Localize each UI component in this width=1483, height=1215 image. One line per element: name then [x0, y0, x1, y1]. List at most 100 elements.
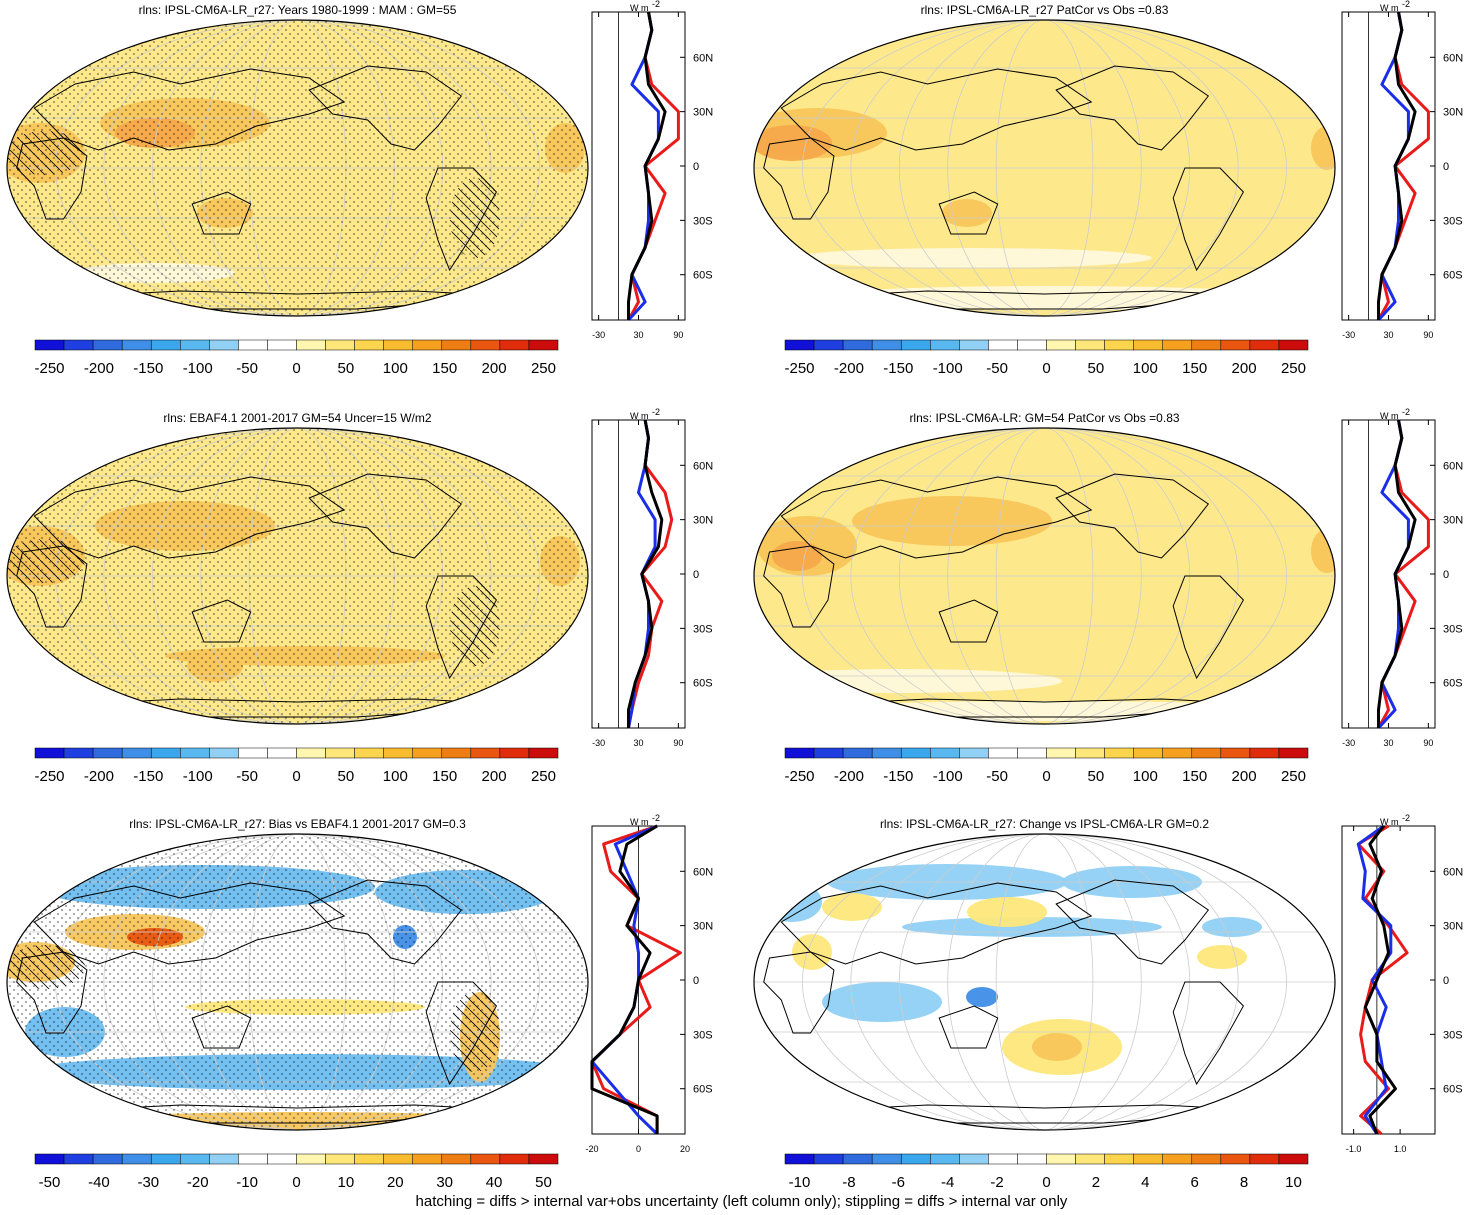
coastline [191, 599, 252, 643]
colorbar-label: -10 [236, 1174, 258, 1191]
colorbar-swatch [1104, 1153, 1134, 1165]
coastline [1172, 167, 1245, 272]
hatching [7, 539, 85, 583]
zonal-x-label: 20 [680, 1144, 690, 1154]
colorbar-label: 50 [535, 1174, 552, 1191]
colorbar-label: -30 [137, 1174, 159, 1191]
colorbar-label: 0 [1042, 1174, 1050, 1191]
zonal-line-model [1363, 825, 1397, 1135]
field-region [967, 897, 1047, 927]
colorbar-swatch [1017, 339, 1047, 351]
colorbar-label: 150 [432, 768, 457, 785]
zonal-frame [1341, 419, 1436, 729]
world-map [6, 833, 589, 1131]
colorbar-label: 200 [1232, 768, 1257, 785]
lat-label: 30N [693, 107, 713, 119]
lat-label: 0 [693, 161, 699, 173]
colorbar-swatch [209, 339, 239, 351]
lat-label: 0 [693, 569, 699, 581]
colorbar-swatch [930, 747, 960, 759]
map-border [753, 19, 1336, 317]
panel-title: rlns: IPSL-CM6A-LR_r27: Change vs IPSL-C… [880, 817, 1209, 831]
colorbar-swatch [354, 1153, 384, 1165]
colorbar-swatch [1191, 1153, 1222, 1165]
colorbar-label: -100 [183, 360, 213, 377]
colorbar-swatch [150, 339, 181, 351]
lat-label: 60N [1443, 866, 1463, 878]
coastline [308, 65, 463, 151]
zonal-unit: W m [630, 3, 649, 13]
colorbar-label: -50 [39, 1174, 61, 1191]
zonal-line-obs [627, 11, 680, 321]
lat-label: 0 [1443, 975, 1449, 987]
colorbar-swatch [267, 747, 297, 759]
colorbar-swatch [1191, 339, 1222, 351]
coastline [425, 167, 498, 272]
field-region [754, 669, 1062, 693]
coastline [1172, 575, 1245, 680]
colorbar-swatch [1162, 1153, 1193, 1165]
colorbar-swatch [1017, 747, 1047, 759]
world-map [6, 427, 589, 725]
lat-label: 30S [1443, 623, 1463, 635]
field-region [942, 199, 992, 227]
coastline [763, 137, 835, 220]
coastline [308, 879, 463, 965]
colorbar-swatch [121, 339, 152, 351]
colorbar-swatch [813, 339, 844, 351]
stippling [7, 834, 588, 1130]
colorbar-swatch [412, 747, 443, 759]
panel-title: rlns: EBAF4.1 2001-2017 GM=54 Uncer=15 W… [163, 411, 431, 425]
colorbar-swatch [988, 747, 1018, 759]
lat-label: 30N [1443, 107, 1463, 119]
hatching [450, 586, 500, 666]
colorbar-swatch [528, 339, 559, 351]
colorbar-swatch [1278, 339, 1309, 351]
colorbar-swatch [1220, 747, 1251, 759]
zonal-mean-panel: W m -2 60N 30N 0 30S 60S -20 0 20 [585, 813, 713, 1154]
colorbar-label: -150 [133, 360, 163, 377]
colorbar-label: 250 [1281, 360, 1306, 377]
colorbar-swatch [959, 1153, 989, 1165]
zonal-x-label: 30 [1383, 738, 1393, 748]
colorbar-swatch [1220, 1153, 1251, 1165]
zonal-mean-panel: W m -2 60N 30N 0 30S 60S -30 30 90 [1341, 0, 1463, 340]
coastline [33, 68, 346, 151]
colorbar-swatch [121, 747, 152, 759]
zonal-x-label: 90 [1423, 738, 1433, 748]
colorbar-swatch [842, 747, 873, 759]
colorbar-swatch [813, 1153, 844, 1165]
zonal-unit: W m [630, 411, 649, 421]
zonal-x-label: 30 [633, 330, 643, 340]
colorbar-label: -20 [187, 1174, 209, 1191]
zonal-line-model [590, 824, 659, 1134]
coastline [780, 882, 1093, 965]
colorbar-label: 2 [1092, 1174, 1100, 1191]
colorbar-swatch [470, 339, 501, 351]
lat-label: 30N [693, 921, 713, 933]
map-border [753, 833, 1336, 1131]
colorbar-label: -100 [933, 768, 963, 785]
lat-label: 60S [693, 270, 713, 282]
field-region [754, 125, 832, 161]
colorbar-swatch [325, 747, 355, 759]
hatching [450, 178, 500, 258]
colorbar-swatch [383, 339, 413, 351]
colorbar-label: 30 [436, 1174, 453, 1191]
colorbar-label: 6 [1191, 1174, 1199, 1191]
coastline [1055, 65, 1210, 151]
zonal-line-obs [1377, 419, 1430, 729]
stippling [7, 428, 588, 724]
zonal-x-label: -20 [585, 1144, 598, 1154]
colorbar-swatch [238, 747, 268, 759]
colorbar-swatch [1075, 339, 1105, 351]
colorbar-label: -200 [834, 360, 864, 377]
colorbar-swatch [180, 1153, 210, 1165]
colorbar-label: 0 [292, 1174, 300, 1191]
colorbar-label: 200 [482, 360, 507, 377]
zonal-mean-panel: W m -2 60N 30N 0 30S 60S -30 30 90 [1341, 407, 1463, 748]
colorbar-swatch [1104, 339, 1134, 351]
colorbar-swatch [1162, 339, 1193, 351]
colorbar-swatch [296, 747, 326, 759]
zonal-frame [591, 11, 686, 321]
